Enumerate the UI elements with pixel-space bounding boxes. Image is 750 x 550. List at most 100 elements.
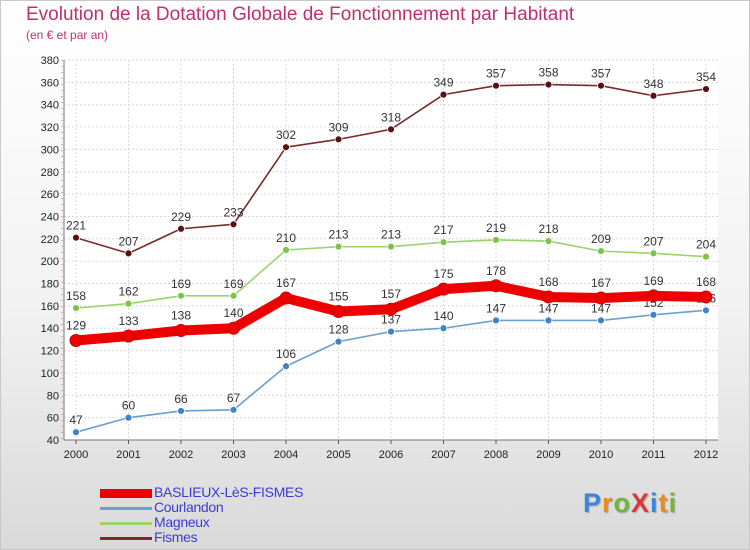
- data-label: 147: [538, 301, 558, 315]
- data-point: [439, 324, 448, 333]
- data-label: 233: [223, 205, 243, 219]
- data-point: [387, 242, 395, 251]
- x-tick-label: 2000: [64, 449, 88, 461]
- data-point: [439, 238, 448, 247]
- data-label: 157: [381, 287, 401, 301]
- data-label: 147: [591, 301, 611, 315]
- data-label: 128: [328, 323, 348, 337]
- y-tick-label: 360: [41, 77, 59, 89]
- data-label: 354: [696, 70, 716, 84]
- data-point: [229, 405, 238, 414]
- data-point: [647, 289, 660, 303]
- y-tick-label: 40: [47, 435, 59, 447]
- data-label: 318: [381, 110, 401, 124]
- y-tick-label: 200: [41, 256, 59, 268]
- x-tick-label: 2003: [221, 449, 245, 461]
- data-label: 204: [696, 238, 716, 252]
- data-label: 167: [276, 276, 296, 290]
- data-label: 169: [643, 274, 663, 288]
- y-tick-label: 380: [41, 55, 59, 67]
- legend-label: BASLIEUX-LèS-FISMES: [154, 484, 304, 500]
- data-label: 67: [227, 391, 241, 405]
- data-label: 349: [433, 76, 453, 90]
- data-label: 357: [591, 67, 611, 81]
- data-label: 140: [223, 306, 243, 320]
- data-label: 138: [171, 308, 191, 322]
- data-point: [439, 90, 448, 99]
- x-tick-label: 2006: [379, 449, 403, 461]
- data-point: [649, 91, 658, 100]
- data-label: 229: [171, 210, 191, 224]
- y-tick-label: 120: [41, 346, 59, 358]
- legend-swatch: [100, 522, 152, 525]
- data-point: [69, 334, 83, 348]
- data-point: [282, 143, 290, 152]
- chart-subtitle: (en € et par an): [26, 28, 109, 42]
- logo-letter: X: [631, 488, 651, 518]
- data-point: [177, 291, 185, 300]
- data-point: [597, 81, 605, 90]
- data-label: 218: [538, 222, 558, 236]
- y-tick-label: 300: [41, 144, 59, 156]
- data-point: [702, 252, 710, 261]
- data-label: 357: [486, 67, 506, 81]
- logo-letter: P: [583, 488, 603, 518]
- data-point: [597, 247, 605, 256]
- data-point: [72, 428, 80, 437]
- x-tick-label: 2005: [326, 449, 350, 461]
- data-label: 207: [118, 234, 138, 248]
- legend-label: Fismes: [154, 529, 198, 545]
- x-tick-label: 2011: [642, 449, 666, 461]
- logo-letter: o: [613, 488, 632, 518]
- data-point: [227, 321, 240, 335]
- legend-label: Courlandon: [154, 499, 224, 515]
- x-tick-label: 2002: [169, 449, 193, 461]
- logo-letter: r: [602, 488, 614, 518]
- data-label: 358: [538, 66, 558, 80]
- data-point: [279, 291, 293, 305]
- logo-letter: i: [650, 488, 659, 518]
- data-label: 162: [118, 285, 138, 299]
- data-label: 217: [433, 223, 453, 237]
- data-label: 169: [171, 277, 191, 291]
- data-point: [542, 290, 555, 304]
- data-label: 60: [122, 399, 136, 413]
- data-point: [492, 236, 500, 244]
- data-label: 129: [66, 319, 86, 333]
- data-label: 219: [486, 221, 506, 235]
- x-tick-label: 2009: [536, 449, 560, 461]
- data-point: [387, 327, 395, 336]
- y-tick-label: 180: [41, 279, 59, 291]
- data-point: [282, 246, 290, 254]
- data-label: 140: [433, 309, 453, 323]
- y-tick-label: 260: [41, 189, 59, 201]
- proxiti-logo: ProXiti: [583, 488, 677, 519]
- data-point: [594, 291, 608, 305]
- data-point: [699, 290, 713, 304]
- data-label: 47: [69, 413, 83, 427]
- data-point: [177, 224, 185, 233]
- data-label: 167: [591, 276, 611, 290]
- data-label: 168: [538, 275, 558, 289]
- data-label: 209: [591, 232, 611, 246]
- data-label: 178: [486, 264, 506, 278]
- data-point: [492, 81, 500, 90]
- y-tick-label: 140: [41, 323, 59, 335]
- data-point: [229, 220, 238, 229]
- data-point: [122, 329, 135, 343]
- data-point: [332, 304, 345, 318]
- y-tick-label: 220: [41, 234, 59, 246]
- data-label: 175: [433, 267, 453, 281]
- data-point: [72, 304, 80, 313]
- y-tick-label: 320: [41, 122, 59, 134]
- data-point: [544, 80, 553, 89]
- data-point: [492, 316, 500, 325]
- data-point: [544, 316, 553, 325]
- data-label: 158: [66, 289, 86, 303]
- data-point: [334, 337, 343, 346]
- data-label: 169: [223, 277, 243, 291]
- data-point: [124, 299, 133, 308]
- data-label: 137: [381, 313, 401, 327]
- y-tick-label: 280: [41, 167, 59, 179]
